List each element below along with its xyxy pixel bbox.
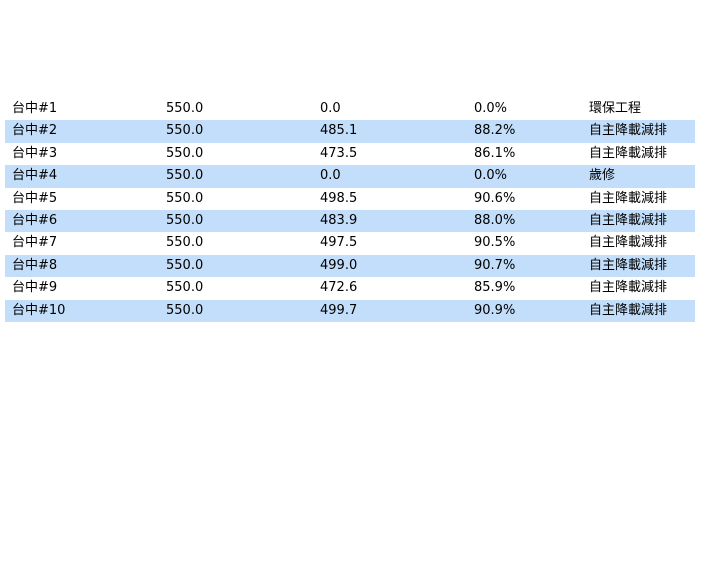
table-cell: 90.7% xyxy=(474,257,516,273)
table-cell: 550.0 xyxy=(166,212,204,228)
table-cell: 550.0 xyxy=(166,235,204,251)
table-cell: 498.5 xyxy=(320,190,358,206)
table-cell: 台中#3 xyxy=(12,145,58,161)
table-cell: 環保工程 xyxy=(589,101,642,116)
table-row: 台中#1 550.0 0.0 0.0% 環保工程 xyxy=(5,98,695,120)
table-cell: 自主降載減排 xyxy=(589,302,668,318)
table-cell: 550.0 xyxy=(166,190,204,206)
table-cell: 499.0 xyxy=(320,257,358,273)
table-cell: 自主降載減排 xyxy=(589,212,668,228)
table-cell: 歲修 xyxy=(589,168,616,184)
table-row: 台中#6 550.0 483.9 88.0% 自主降載減排 xyxy=(5,209,695,233)
table-row: 台中#4 550.0 0.0 0.0% 歲修 xyxy=(5,165,695,188)
table-cell: 90.6% xyxy=(474,190,516,206)
table-cell: 485.1 xyxy=(320,123,358,139)
table-row: 台中#9 550.0 472.6 85.9% 自主降載減排 xyxy=(5,277,695,299)
table-cell: 90.9% xyxy=(474,302,516,318)
table-cell: 550.0 xyxy=(166,101,204,116)
table-cell: 88.2% xyxy=(474,123,516,139)
table-cell: 0.0% xyxy=(474,168,508,184)
table-cell: 台中#10 xyxy=(12,302,66,318)
table-cell: 台中#7 xyxy=(12,235,58,251)
table-cell: 自主降載減排 xyxy=(589,123,668,139)
table-cell: 472.6 xyxy=(320,280,358,296)
table-cell: 85.9% xyxy=(474,280,516,296)
table-cell: 499.7 xyxy=(320,302,358,318)
table-cell: 473.5 xyxy=(320,145,358,161)
table-cell: 台中#8 xyxy=(12,257,58,273)
table-cell: 自主降載減排 xyxy=(589,235,668,251)
table-cell: 483.9 xyxy=(320,212,358,228)
table-row: 台中#2 550.0 485.1 88.2% 自主降載減排 xyxy=(5,120,695,143)
table-row: 台中#3 550.0 473.5 86.1% 自主降載減排 xyxy=(5,143,695,165)
table-row: 台中#7 550.0 497.5 90.5% 自主降載減排 xyxy=(5,232,695,254)
table-row: 台中#5 550.0 498.5 90.6% 自主降載減排 xyxy=(5,188,695,210)
table-cell: 497.5 xyxy=(320,235,358,251)
table-cell: 台中#6 xyxy=(12,212,58,228)
table-cell: 550.0 xyxy=(166,145,204,161)
table-cell: 台中#1 xyxy=(12,101,58,116)
table-row: 台中#8 550.0 499.0 90.7% 自主降載減排 xyxy=(5,254,695,278)
table-cell: 自主降載減排 xyxy=(589,257,668,273)
table-cell: 0.0 xyxy=(320,101,341,116)
table-cell: 自主降載減排 xyxy=(589,280,668,296)
table-cell: 自主降載減排 xyxy=(589,145,668,161)
table-cell: 台中#5 xyxy=(12,190,58,206)
table-row: 台中#10 550.0 499.7 90.9% 自主降載減排 xyxy=(5,299,695,322)
table-cell: 550.0 xyxy=(166,280,204,296)
table-cell: 0.0 xyxy=(320,168,341,184)
table-cell: 台中#9 xyxy=(12,280,58,296)
table-cell: 550.0 xyxy=(166,257,204,273)
table: 台中#1 550.0 0.0 0.0% 環保工程台中#2 550.0 485.1 88.2% 自… xyxy=(5,98,695,322)
table-cell: 550.0 xyxy=(166,302,204,318)
table-cell: 0.0% xyxy=(474,101,508,116)
table-cell: 台中#2 xyxy=(12,123,58,139)
table-cell: 90.5% xyxy=(474,235,516,251)
table-cell: 自主降載減排 xyxy=(589,190,668,206)
table-cell: 88.0% xyxy=(474,212,516,228)
table-cell: 86.1% xyxy=(474,145,516,161)
table-cell: 台中#4 xyxy=(12,168,58,184)
table-cell: 550.0 xyxy=(166,123,204,139)
table-cell: 550.0 xyxy=(166,168,204,184)
